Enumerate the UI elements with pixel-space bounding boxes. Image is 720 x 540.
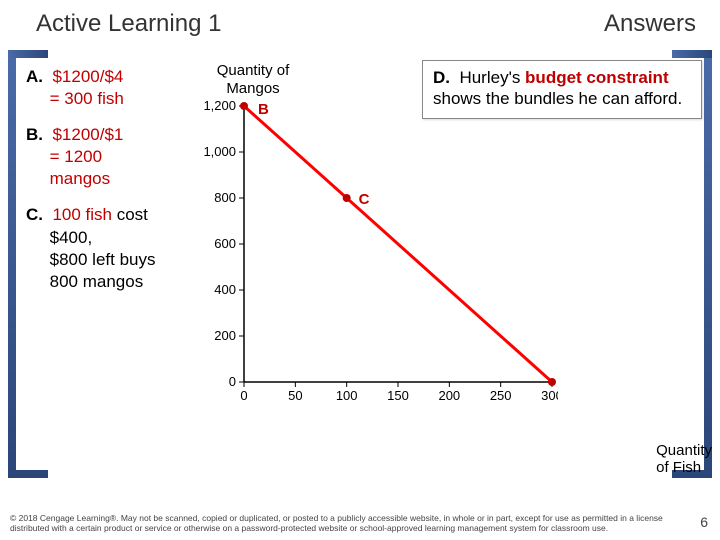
svg-text:800: 800 bbox=[214, 190, 236, 205]
svg-text:0: 0 bbox=[229, 374, 236, 389]
answer-B: B. $1200/$1 = 1200 mangos bbox=[26, 124, 198, 190]
copyright-footer: © 2018 Cengage Learning®. May not be sca… bbox=[10, 514, 690, 534]
chart-area: Quantity ofMangos 02004006008001,0001,20… bbox=[198, 66, 708, 466]
svg-text:250: 250 bbox=[490, 388, 512, 403]
page-title-left: Active Learning 1 bbox=[36, 10, 221, 38]
svg-text:150: 150 bbox=[387, 388, 409, 403]
content-area: A. $1200/$4 = 300 fish B. $1200/$1 = 120… bbox=[26, 66, 706, 466]
svg-text:600: 600 bbox=[214, 236, 236, 251]
svg-text:400: 400 bbox=[214, 282, 236, 297]
answer-C: C. 100 fish cost $400, $800 left buys 80… bbox=[26, 204, 198, 292]
x-axis-label: Quantityof Fish bbox=[656, 442, 712, 477]
y-axis-label: Quantity ofMangos bbox=[208, 62, 298, 98]
answer-D-callout: D. Hurley's budget constraint shows the … bbox=[422, 60, 702, 119]
svg-text:B: B bbox=[258, 101, 269, 118]
svg-text:200: 200 bbox=[438, 388, 460, 403]
svg-text:300: 300 bbox=[541, 388, 558, 403]
budget-chart: 0 200 400 600 800 1,000 1,200 0 50 100 150 200 250 30… bbox=[198, 100, 558, 410]
svg-text:200: 200 bbox=[214, 328, 236, 343]
svg-text:0: 0 bbox=[240, 388, 247, 403]
answer-A: A. $1200/$4 = 300 fish bbox=[26, 66, 198, 110]
answers-column: A. $1200/$4 = 300 fish B. $1200/$1 = 120… bbox=[26, 66, 198, 307]
svg-text:1,200: 1,200 bbox=[203, 100, 236, 113]
svg-text:100: 100 bbox=[336, 388, 358, 403]
page-number: 6 bbox=[700, 514, 708, 530]
page-title-right: Answers bbox=[604, 10, 696, 38]
svg-text:C: C bbox=[359, 191, 370, 208]
svg-text:50: 50 bbox=[288, 388, 302, 403]
svg-text:1,000: 1,000 bbox=[203, 144, 236, 159]
